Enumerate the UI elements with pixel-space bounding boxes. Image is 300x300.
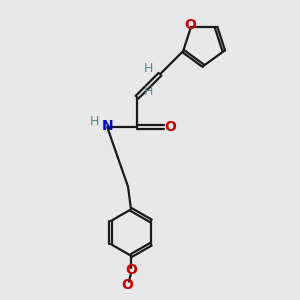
Text: H: H: [143, 85, 153, 98]
Text: N: N: [101, 119, 113, 134]
Text: O: O: [164, 120, 176, 134]
Text: H: H: [144, 62, 153, 75]
Text: O: O: [184, 18, 196, 32]
Text: O: O: [122, 278, 133, 292]
Text: O: O: [125, 263, 137, 277]
Text: H: H: [90, 115, 99, 128]
